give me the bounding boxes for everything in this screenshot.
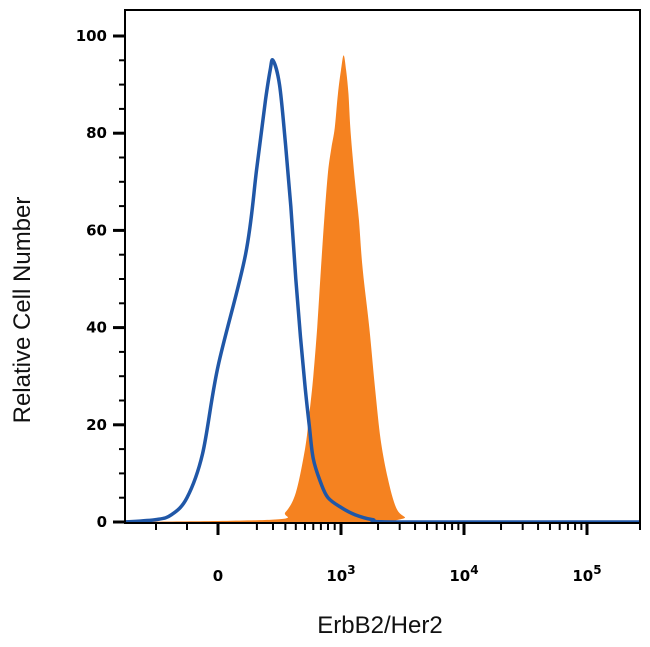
axes: 0 20 40 60 80 100 0 103 104 105	[76, 27, 641, 585]
x-tick-label: 103	[326, 563, 355, 585]
x-tick-label: 104	[449, 563, 478, 585]
y-tick-label: 20	[86, 416, 107, 434]
y-tick-label: 100	[76, 27, 107, 45]
x-tick-label: 0	[213, 567, 223, 585]
histogram-outline-series	[124, 58, 640, 524]
x-axis-title: ErbB2/Her2	[317, 612, 442, 639]
plot-area	[124, 55, 640, 524]
y-tick-label: 40	[86, 319, 107, 337]
plot-frame	[124, 9, 641, 524]
x-tick-label: 105	[572, 563, 601, 585]
y-tick-label: 0	[97, 513, 107, 531]
y-axis-title: Relative Cell Number	[9, 197, 36, 424]
y-tick-label: 80	[86, 124, 107, 142]
y-tick-label: 60	[86, 221, 107, 239]
